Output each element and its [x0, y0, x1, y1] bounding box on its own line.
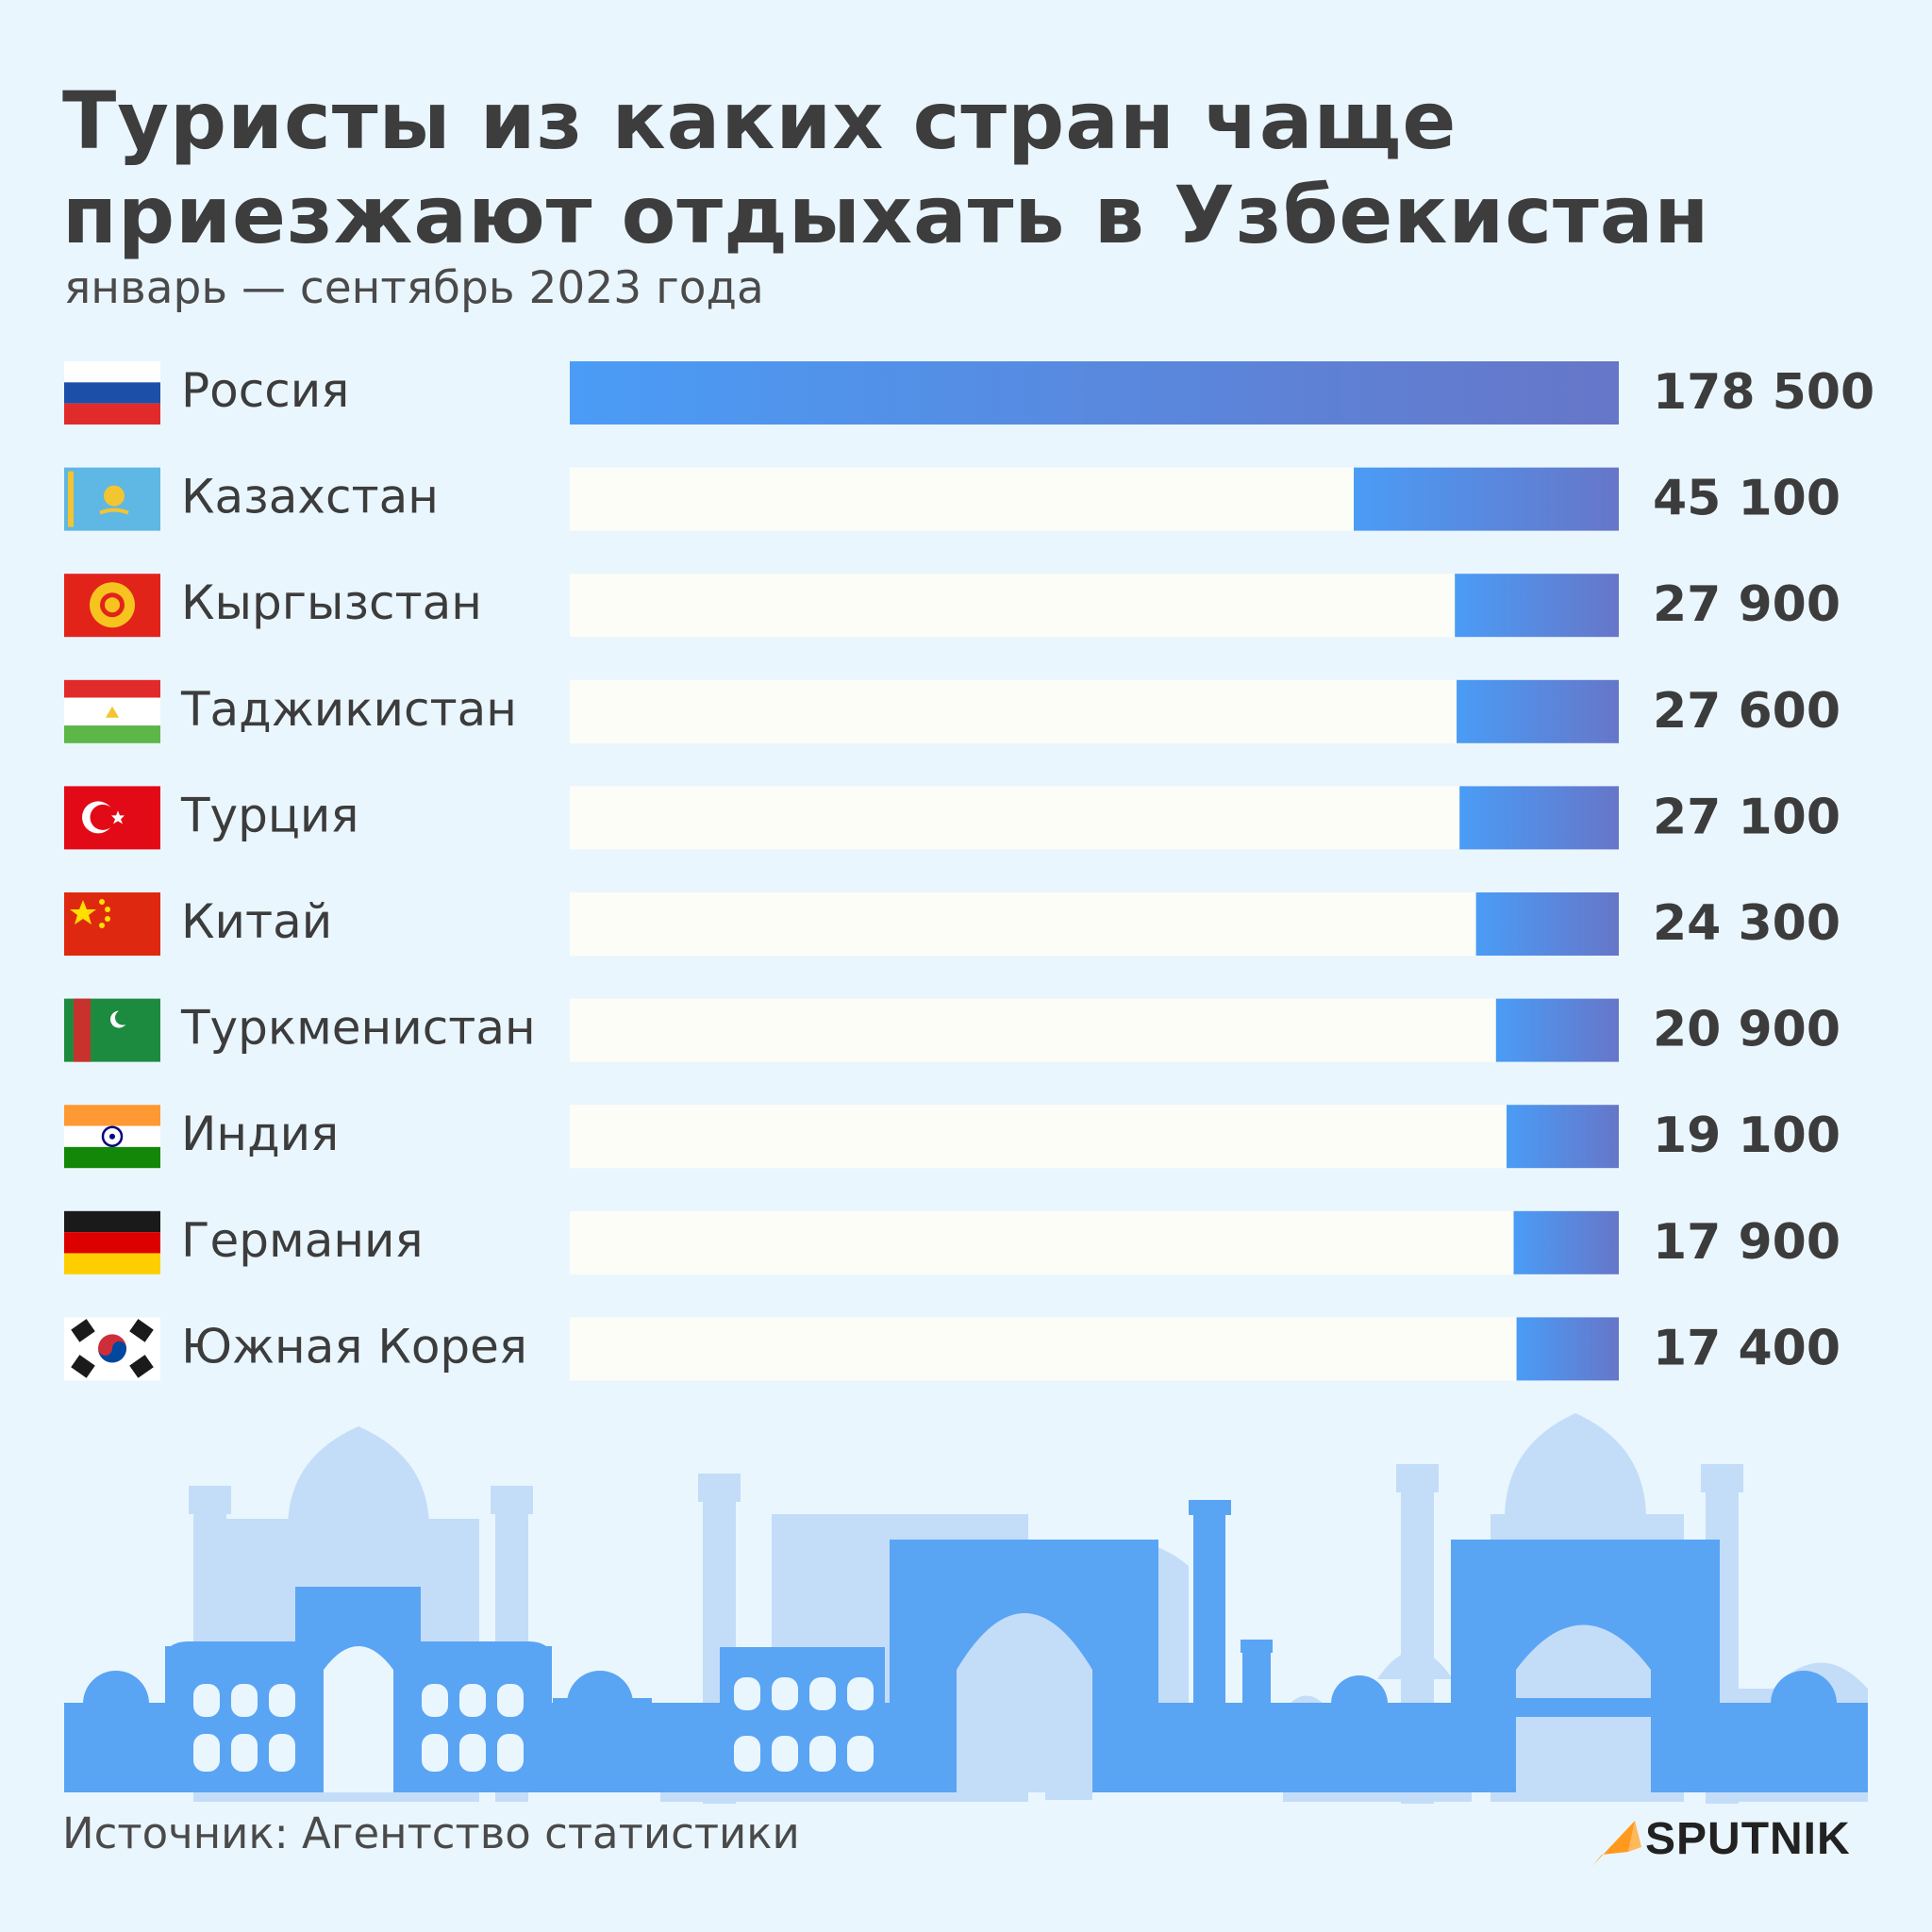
china-flag-icon — [64, 892, 160, 956]
chart-row: Туркменистан 20 900 — [64, 998, 1840, 1062]
bar — [1507, 1105, 1619, 1169]
turkmenistan-flag-icon — [64, 998, 160, 1062]
chart-row: Германия 17 900 — [64, 1210, 1840, 1274]
chart-row: Индия 19 100 — [64, 1105, 1840, 1169]
bar-track — [570, 1210, 1619, 1274]
category-label: Кыргызстан — [181, 575, 482, 630]
bar — [1457, 679, 1619, 743]
turkey-flag-icon — [64, 786, 160, 850]
category-label: Россия — [181, 363, 349, 418]
value-label: 45 100 — [1653, 471, 1840, 527]
bar-track — [570, 786, 1619, 850]
value-label: 27 600 — [1653, 683, 1840, 740]
chart-row: Таджикистан 27 600 — [64, 679, 1840, 743]
category-label: Китай — [181, 894, 332, 949]
category-label: Турция — [180, 788, 358, 842]
bar-track — [570, 1105, 1619, 1169]
category-label: Южная Корея — [181, 1319, 527, 1374]
chart-row: Турция 27 100 — [64, 786, 1840, 850]
brand-name: SPUTNIK — [1645, 1814, 1851, 1864]
chart-row: Россия 178 500 — [64, 361, 1874, 425]
category-label: Таджикистан — [180, 682, 517, 737]
bar-track — [570, 892, 1619, 956]
bar-track — [570, 679, 1619, 743]
south-korea-flag-icon — [64, 1317, 160, 1381]
bar — [1459, 786, 1619, 850]
bar-track — [570, 998, 1619, 1062]
russia-flag-icon — [64, 361, 160, 425]
value-label: 17 400 — [1653, 1320, 1840, 1376]
category-label: Туркменистан — [180, 1001, 536, 1056]
chart-row: Кыргызстан 27 900 — [64, 574, 1840, 638]
category-label: Индия — [181, 1107, 339, 1161]
category-label: Германия — [181, 1213, 424, 1268]
chart-subtitle: январь — сентябрь 2023 года — [64, 262, 764, 314]
bar — [1475, 892, 1619, 956]
bar-track — [570, 1317, 1619, 1381]
bar — [570, 361, 1619, 425]
bar — [1495, 998, 1619, 1062]
kyrgyzstan-flag-icon — [64, 574, 160, 638]
value-label: 24 300 — [1653, 895, 1840, 952]
bar-track — [570, 574, 1619, 638]
value-label: 17 900 — [1653, 1214, 1840, 1271]
chart-title: Туристы из каких стран чаще приезжают от… — [62, 75, 1710, 261]
india-flag-icon — [64, 1105, 160, 1169]
chart-row: Китай 24 300 — [64, 892, 1840, 956]
source-note: Источник: Агентство статистики — [62, 1808, 800, 1858]
bar — [1455, 574, 1619, 638]
bar — [1516, 1317, 1619, 1381]
sputnik-arrow-icon — [1592, 1821, 1641, 1866]
value-label: 27 900 — [1653, 576, 1840, 633]
bar — [1513, 1210, 1619, 1274]
bar-chart: Россия 178 500 Казахстан 45 100 Кыргызстан 27… — [64, 361, 1874, 1381]
sputnik-logo[interactable]: SPUTNIK — [1583, 1809, 1866, 1885]
kazakhstan-flag-icon — [64, 467, 160, 531]
germany-flag-icon — [64, 1210, 160, 1274]
value-label: 178 500 — [1653, 364, 1874, 421]
bar — [1354, 467, 1619, 531]
chart-row: Южная Корея 17 400 — [64, 1317, 1840, 1381]
chart-row: Казахстан 45 100 — [64, 467, 1840, 531]
value-label: 20 900 — [1653, 1002, 1840, 1058]
value-label: 27 100 — [1653, 789, 1840, 845]
value-label: 19 100 — [1653, 1108, 1840, 1164]
tajikistan-flag-icon — [64, 679, 160, 743]
category-label: Казахстан — [181, 470, 439, 525]
